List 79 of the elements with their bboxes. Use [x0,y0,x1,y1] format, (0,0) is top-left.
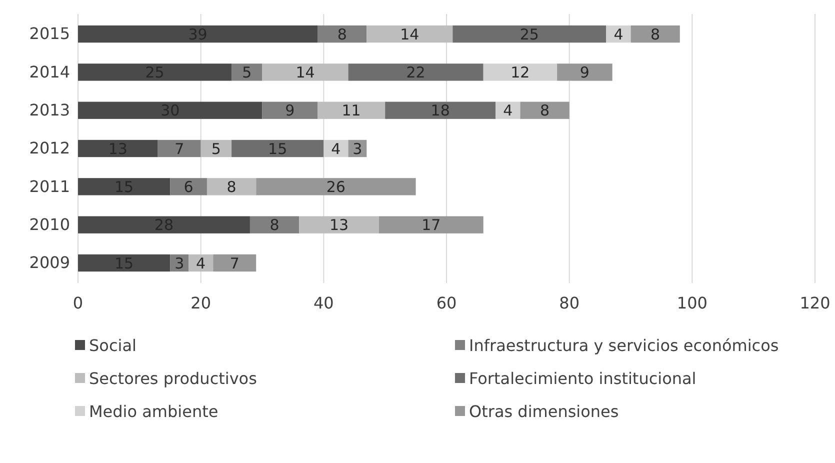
bar [483,64,558,81]
data-label: 26 [326,178,346,196]
bar [250,216,300,234]
legend-label: Fortalecimiento institucional [469,368,696,388]
x-tick-label: 0 [72,293,84,312]
legend-label: Social [89,336,136,355]
bar [299,216,379,234]
data-label: 22 [406,64,426,82]
data-label: 8 [650,25,660,44]
bar [452,25,606,43]
bar [78,64,232,81]
x-tick-label: 80 [559,293,580,312]
y-tick-label: 2013 [29,100,70,120]
data-label: 14 [400,25,420,44]
x-tick-label: 20 [190,293,212,312]
data-label: 9 [285,102,295,120]
x-tick-label: 60 [436,293,457,312]
x-tick-label: 40 [313,293,334,312]
bar [78,140,158,158]
bar [262,102,318,119]
data-label: 8 [226,178,236,196]
data-label: 5 [211,140,221,158]
data-label: 3 [174,254,184,272]
data-label: 11 [342,102,361,120]
y-tick-label: 2009 [29,253,70,272]
bar [232,140,324,158]
bar [366,25,453,43]
y-tick-label: 2015 [29,24,70,44]
bar [262,64,348,81]
bar [206,178,256,196]
bar [318,102,386,119]
data-label: 15 [268,140,288,158]
data-label: 13 [329,216,349,234]
data-label: 8 [540,102,550,120]
x-tick-label: 100 [676,293,708,312]
data-label: 7 [230,254,240,272]
bar [318,25,367,43]
bar [78,25,318,43]
bar [348,64,484,81]
legend-label: Infraestructura y servicios económicos [469,336,779,355]
bar [378,216,484,234]
data-label: 17 [422,216,441,234]
bar [232,64,262,81]
data-label: 4 [614,25,624,44]
data-label: 14 [296,64,315,82]
x-tick-label: 120 [800,293,830,312]
legend-label: Medio ambiente [89,402,218,421]
data-label: 4 [196,254,206,272]
data-label: 9 [580,64,590,82]
data-label: 18 [430,102,450,120]
y-tick-label: 2011 [29,176,70,196]
data-label: 7 [174,140,184,158]
data-label: 5 [242,64,252,82]
bar [606,25,631,43]
y-tick-label: 2014 [29,62,70,82]
bar [158,140,201,158]
y-tick-label: 2010 [29,214,70,234]
bar [78,254,170,272]
bar [213,254,256,272]
bar [630,25,680,43]
legend-label: Sectores productivos [89,368,257,388]
bar [385,102,496,119]
data-label: 4 [331,140,341,158]
data-label: 3 [352,140,362,158]
bar [78,216,250,234]
legend-label: Otras dimensiones [469,402,619,421]
data-label: 8 [337,25,347,44]
bar [78,102,262,119]
data-label: 4 [503,102,513,120]
data-label: 25 [520,25,539,44]
bar [557,64,612,81]
bar [78,178,170,196]
data-label: 8 [270,216,280,234]
bar [256,178,416,196]
data-label: 12 [510,64,530,82]
bar [170,178,207,196]
data-label: 6 [184,178,194,196]
bar [520,102,570,119]
y-tick-label: 2012 [29,138,70,158]
